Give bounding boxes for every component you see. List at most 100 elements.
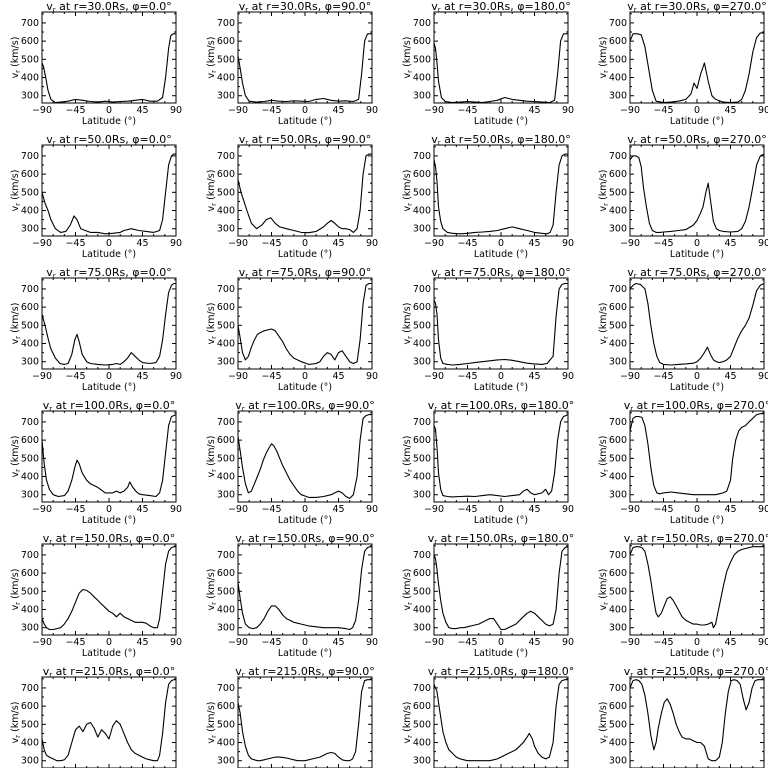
panel-title: vr at r=215.0Rs, φ=180.0° bbox=[428, 665, 575, 679]
x-tick-label: 90 bbox=[170, 105, 182, 116]
y-tick-label: 400 bbox=[413, 206, 431, 217]
x-tick-label: −45 bbox=[653, 105, 673, 116]
y-tick-label: 400 bbox=[413, 738, 431, 749]
x-tick-label: 0 bbox=[302, 238, 308, 249]
x-tick-label: 90 bbox=[366, 637, 378, 648]
x-axis-label: Latitude (°) bbox=[278, 382, 332, 393]
plot-frame bbox=[629, 11, 765, 104]
x-tick-label: 0 bbox=[498, 238, 504, 249]
panel-r100.0-phi180.0: vr at r=100.0Rs, φ=180.0° 300 400 500 600 700… bbox=[402, 399, 574, 526]
y-tick-label: 700 bbox=[217, 151, 235, 162]
y-tick-label: 600 bbox=[609, 568, 627, 579]
y-tick-label: 600 bbox=[609, 36, 627, 47]
x-tick-label: 90 bbox=[758, 105, 768, 116]
panel-title: vr at r=30.0Rs, φ=0.0° bbox=[46, 0, 172, 14]
panel-title: vr at r=150.0Rs, φ=0.0° bbox=[43, 532, 176, 546]
panel-title: vr at r=100.0Rs, φ=270.0° bbox=[624, 399, 768, 413]
panel-r215.0-phi0.0: vr at r=215.0Rs, φ=0.0°300400500600700−9… bbox=[10, 665, 177, 768]
y-tick-label: 300 bbox=[21, 756, 39, 767]
y-tick-label: 300 bbox=[217, 490, 235, 501]
series-line bbox=[629, 282, 765, 366]
y-tick-label: 600 bbox=[609, 701, 627, 712]
panel-r150.0-phi180.0: vr at r=150.0Rs, φ=180.0° 300 400 500 600 700… bbox=[402, 532, 574, 659]
y-tick-label: 400 bbox=[609, 738, 627, 749]
series-line bbox=[433, 33, 568, 104]
series-line bbox=[237, 153, 372, 234]
plot-frame bbox=[237, 144, 373, 237]
plot-frame bbox=[41, 11, 177, 104]
x-tick-label: −45 bbox=[65, 105, 85, 116]
x-tick-label: 0 bbox=[106, 105, 112, 116]
panel-r150.0-phi270.0: vr at r=150.0Rs, φ=270.0° 300 400 500 600 700… bbox=[598, 532, 768, 659]
panel-title: vr at r=150.0Rs, φ=270.0° bbox=[624, 532, 768, 546]
plot-frame bbox=[237, 277, 373, 370]
y-tick-label: 600 bbox=[217, 701, 235, 712]
y-tick-label: 700 bbox=[609, 550, 627, 561]
y-tick-label: 300 bbox=[609, 224, 627, 235]
y-tick-label: 700 bbox=[217, 417, 235, 428]
y-axis-label: vr (km/s) bbox=[598, 702, 610, 744]
panel-r75.0-phi270.0: vr at r=75.0Rs, φ=270.0° 300 400 500 600 700 −… bbox=[598, 266, 768, 393]
x-tick-label: −45 bbox=[65, 504, 85, 515]
x-tick-label: 0 bbox=[302, 105, 308, 116]
x-tick-label: −45 bbox=[653, 371, 673, 382]
y-tick-label: 300 bbox=[609, 756, 627, 767]
y-tick-label: 700 bbox=[217, 284, 235, 295]
y-tick-label: 700 bbox=[21, 284, 39, 295]
plot-frame bbox=[433, 11, 569, 104]
series-line bbox=[237, 414, 372, 499]
y-tick-label: 400 bbox=[21, 206, 39, 217]
y-tick-label: 600 bbox=[413, 701, 431, 712]
y-tick-label: 500 bbox=[21, 586, 39, 597]
x-tick-label: 90 bbox=[562, 371, 574, 382]
y-tick-label: 400 bbox=[217, 73, 235, 84]
x-tick-label: 90 bbox=[366, 105, 378, 116]
x-tick-label: 90 bbox=[170, 637, 182, 648]
panel-r215.0-phi180.0: vr at r=215.0Rs, φ=180.0° 300 400 500 600 700… bbox=[402, 665, 574, 768]
y-axis-label: vr (km/s) bbox=[402, 702, 414, 744]
series-line bbox=[629, 32, 764, 104]
series-line bbox=[237, 33, 372, 103]
x-tick-label: 90 bbox=[170, 371, 182, 382]
series-line bbox=[41, 679, 176, 762]
panel-r150.0-phi0.0: vr at r=150.0Rs, φ=0.0° 300 400 500 600 700 −9… bbox=[10, 532, 182, 659]
x-tick-label: −90 bbox=[32, 238, 52, 249]
plot-frame bbox=[41, 676, 177, 768]
y-tick-label: 300 bbox=[609, 623, 627, 634]
x-tick-label: 90 bbox=[758, 238, 768, 249]
y-tick-label: 600 bbox=[21, 36, 39, 47]
x-tick-label: 0 bbox=[302, 504, 308, 515]
series-line bbox=[433, 679, 568, 762]
y-tick-label: 700 bbox=[21, 683, 39, 694]
x-tick-label: −90 bbox=[32, 371, 52, 382]
panel-r215.0-phi90.0: vr at r=215.0Rs, φ=90.0°300400500600700−… bbox=[206, 665, 375, 768]
x-axis-label: Latitude (°) bbox=[82, 648, 136, 659]
panel-title: vr at r=50.0Rs, φ=0.0° bbox=[46, 133, 172, 147]
x-tick-label: 45 bbox=[724, 637, 736, 648]
y-tick-label: 500 bbox=[21, 453, 39, 464]
x-tick-label: 45 bbox=[528, 371, 540, 382]
y-tick-label: 500 bbox=[413, 54, 431, 65]
x-tick-label: 0 bbox=[498, 504, 504, 515]
x-tick-label: −45 bbox=[457, 105, 477, 116]
x-tick-label: 45 bbox=[724, 238, 736, 249]
y-tick-label: 400 bbox=[21, 339, 39, 350]
x-tick-label: 45 bbox=[136, 238, 148, 249]
x-tick-label: 0 bbox=[498, 105, 504, 116]
series-line bbox=[41, 33, 176, 104]
series-line bbox=[629, 413, 764, 496]
plot-frame bbox=[41, 410, 177, 503]
panel-title: vr at r=30.0Rs, φ=270.0° bbox=[627, 0, 767, 14]
y-tick-label: 700 bbox=[217, 18, 235, 29]
y-tick-label: 700 bbox=[21, 151, 39, 162]
y-tick-label: 600 bbox=[413, 36, 431, 47]
y-axis-label: vr (km/s) bbox=[10, 37, 22, 79]
x-tick-label: −90 bbox=[228, 105, 248, 116]
x-tick-label: 90 bbox=[758, 504, 768, 515]
y-tick-label: 600 bbox=[609, 302, 627, 313]
y-axis-label: vr (km/s) bbox=[598, 569, 610, 611]
x-tick-label: −45 bbox=[261, 637, 281, 648]
y-tick-label: 700 bbox=[21, 18, 39, 29]
y-tick-label: 400 bbox=[217, 472, 235, 483]
x-axis-label: Latitude (°) bbox=[474, 116, 528, 127]
